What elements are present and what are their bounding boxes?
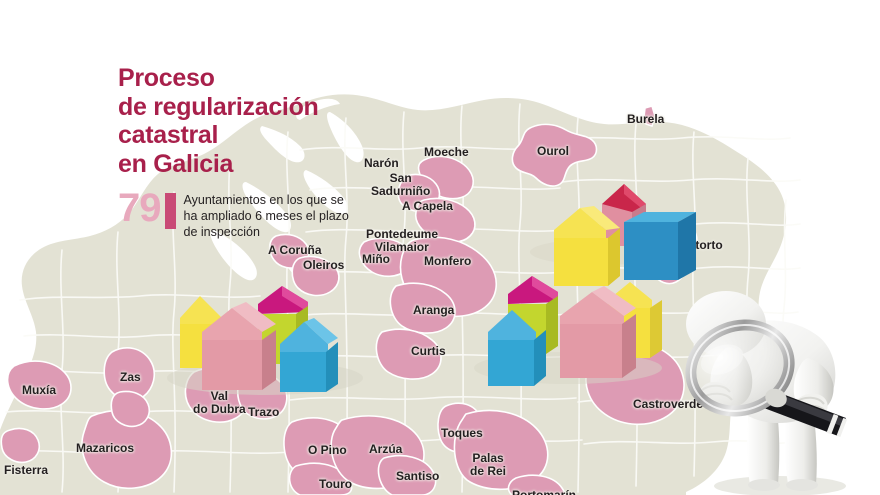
title-block: Proceso de regularización catastral en G…	[118, 64, 368, 240]
house-pink	[202, 302, 276, 390]
map-label-toques: Toques	[441, 426, 483, 440]
map-label-portomarin: Portomarín	[512, 488, 577, 495]
map-label-mino: Miño	[362, 252, 390, 266]
muni-fisterra	[0, 427, 41, 464]
map-label-a-coruna: A Coruña	[268, 243, 322, 257]
map-label-mazaricos: Mazaricos	[76, 441, 135, 455]
map-label-curtis: Curtis	[411, 344, 446, 358]
muni-palas-de-rei	[453, 409, 549, 491]
muni-burela	[643, 105, 656, 128]
house-pink	[560, 286, 636, 378]
muni-touro	[288, 462, 353, 495]
stat-divider-bar	[164, 193, 176, 229]
map-label-val-do-dubra: Val do Dubra	[193, 389, 246, 417]
map-label-trazo: Trazo	[248, 405, 280, 419]
map-label-a-capela: A Capela	[402, 199, 453, 213]
muni-corridor	[110, 390, 151, 428]
title-line-3: catastral	[118, 121, 219, 149]
map-label-arzua: Arzúa	[369, 442, 403, 456]
stat-number: 79	[118, 186, 161, 230]
stat-block: 79 Ayuntamientos en los que se ha amplia…	[118, 186, 368, 240]
map-label-santiso: Santiso	[396, 469, 440, 483]
map-label-vilamaior: Vilamaior	[375, 240, 429, 254]
muni-aranga	[389, 282, 456, 334]
map-label-san-sadurnino: San Sadurniño	[371, 171, 431, 199]
map-label-touro: Touro	[319, 477, 353, 491]
map-label-ourol: Ourol	[537, 144, 569, 158]
title-line-2: de regularización	[118, 92, 319, 121]
muni-ourol	[511, 123, 598, 187]
house-cluster-lugo-sur	[486, 266, 666, 388]
house-blue	[624, 212, 696, 280]
map-label-oleiros: Oleiros	[303, 258, 345, 272]
muni-mazaricos	[81, 409, 173, 490]
mannequin-with-magnifier	[668, 286, 880, 495]
muni-santiso	[377, 454, 437, 495]
map-label-o-pino: O Pino	[308, 443, 347, 457]
house-blue	[280, 318, 338, 392]
muni-portomarin	[507, 474, 566, 495]
stat-description: Ayuntamientos en los que se ha ampliado …	[183, 193, 349, 239]
map-label-moeche: Moeche	[424, 145, 469, 159]
map-label-aranga: Aranga	[413, 303, 455, 317]
title-line-4: en Galicia	[118, 149, 234, 178]
house-cluster-a-coruna	[176, 272, 356, 392]
page-title: Proceso de regularización catastral en G…	[118, 64, 368, 178]
muni-zas	[103, 347, 156, 402]
map-label-castroverde: Castroverde	[633, 397, 704, 411]
map-label-monfero: Monfero	[424, 254, 472, 268]
map-label-muxia: Muxía	[22, 383, 57, 397]
leg-left	[747, 404, 780, 484]
map-label-zas: Zas	[120, 370, 141, 384]
magnifier-lens	[685, 319, 795, 417]
map-label-palas-de-rei: Palas de Rei	[470, 451, 507, 479]
map-label-fisterra: Fisterra	[4, 463, 49, 477]
house-cluster-a-marina	[546, 168, 706, 288]
map-label-naron: Narón	[364, 156, 399, 170]
map-label-burela: Burela	[627, 112, 665, 126]
map-label-pontedeume: Pontedeume	[366, 227, 439, 241]
title-line-1: Proceso	[118, 64, 215, 92]
house-yellow	[554, 206, 620, 286]
house-blue	[488, 310, 546, 386]
muni-curtis	[375, 328, 442, 380]
muni-muxia	[6, 360, 72, 410]
muni-oleiros	[291, 255, 340, 297]
